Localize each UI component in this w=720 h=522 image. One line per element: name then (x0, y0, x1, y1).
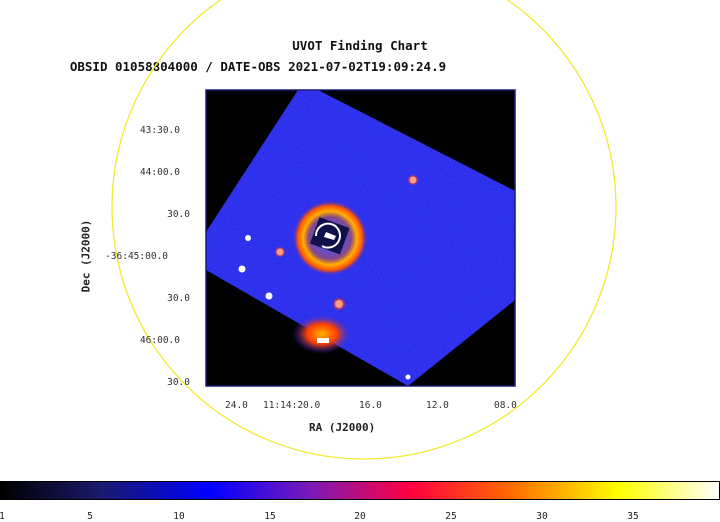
colorbar-tick-label: 15 (264, 511, 276, 522)
bright-source-bottom (292, 314, 352, 354)
colorbar-tick-label: 1 (0, 511, 5, 522)
colorbar-tick-label: 25 (445, 511, 457, 522)
dec-tick-label: 30.0 (167, 377, 190, 388)
dec-tick-label: 43:30.0 (139, 125, 180, 136)
ra-tick-label: 11:14:20.0 (263, 400, 321, 411)
dec-tick-label: 30.0 (167, 293, 190, 304)
colorbar-tick-label: 35 (627, 511, 639, 522)
dec-tick-label: -36:45:00.0 (105, 251, 168, 262)
field-of-view-circle (111, 0, 617, 460)
chart-subtitle: OBSID 01058804000 / DATE-OBS 2021-07-02T… (69, 59, 447, 74)
ra-tick-label: 08.0 (494, 400, 517, 411)
dec-tick-label: 46:00.0 (139, 335, 180, 346)
ra-tick-label: 24.0 (225, 400, 248, 411)
colorbar-tick-label: 5 (87, 511, 93, 522)
colorbar (0, 481, 720, 500)
finding-chart-image (111, 0, 617, 460)
dec-tick-label: 44:00.0 (139, 167, 180, 178)
chart-title: UVOT Finding Chart (292, 38, 428, 53)
ra-tick-label: 12.0 (426, 400, 449, 411)
ra-tick-label: 16.0 (359, 400, 382, 411)
dec-axis-title: Dec (J2000) (79, 219, 93, 293)
colorbar-tick-label: 20 (354, 511, 366, 522)
ra-axis-title: RA (J2000) (309, 421, 376, 434)
colorbar-tick-label: 10 (173, 511, 185, 522)
colorbar-tick-label: 30 (536, 511, 548, 522)
dec-tick-label: 30.0 (167, 209, 190, 220)
